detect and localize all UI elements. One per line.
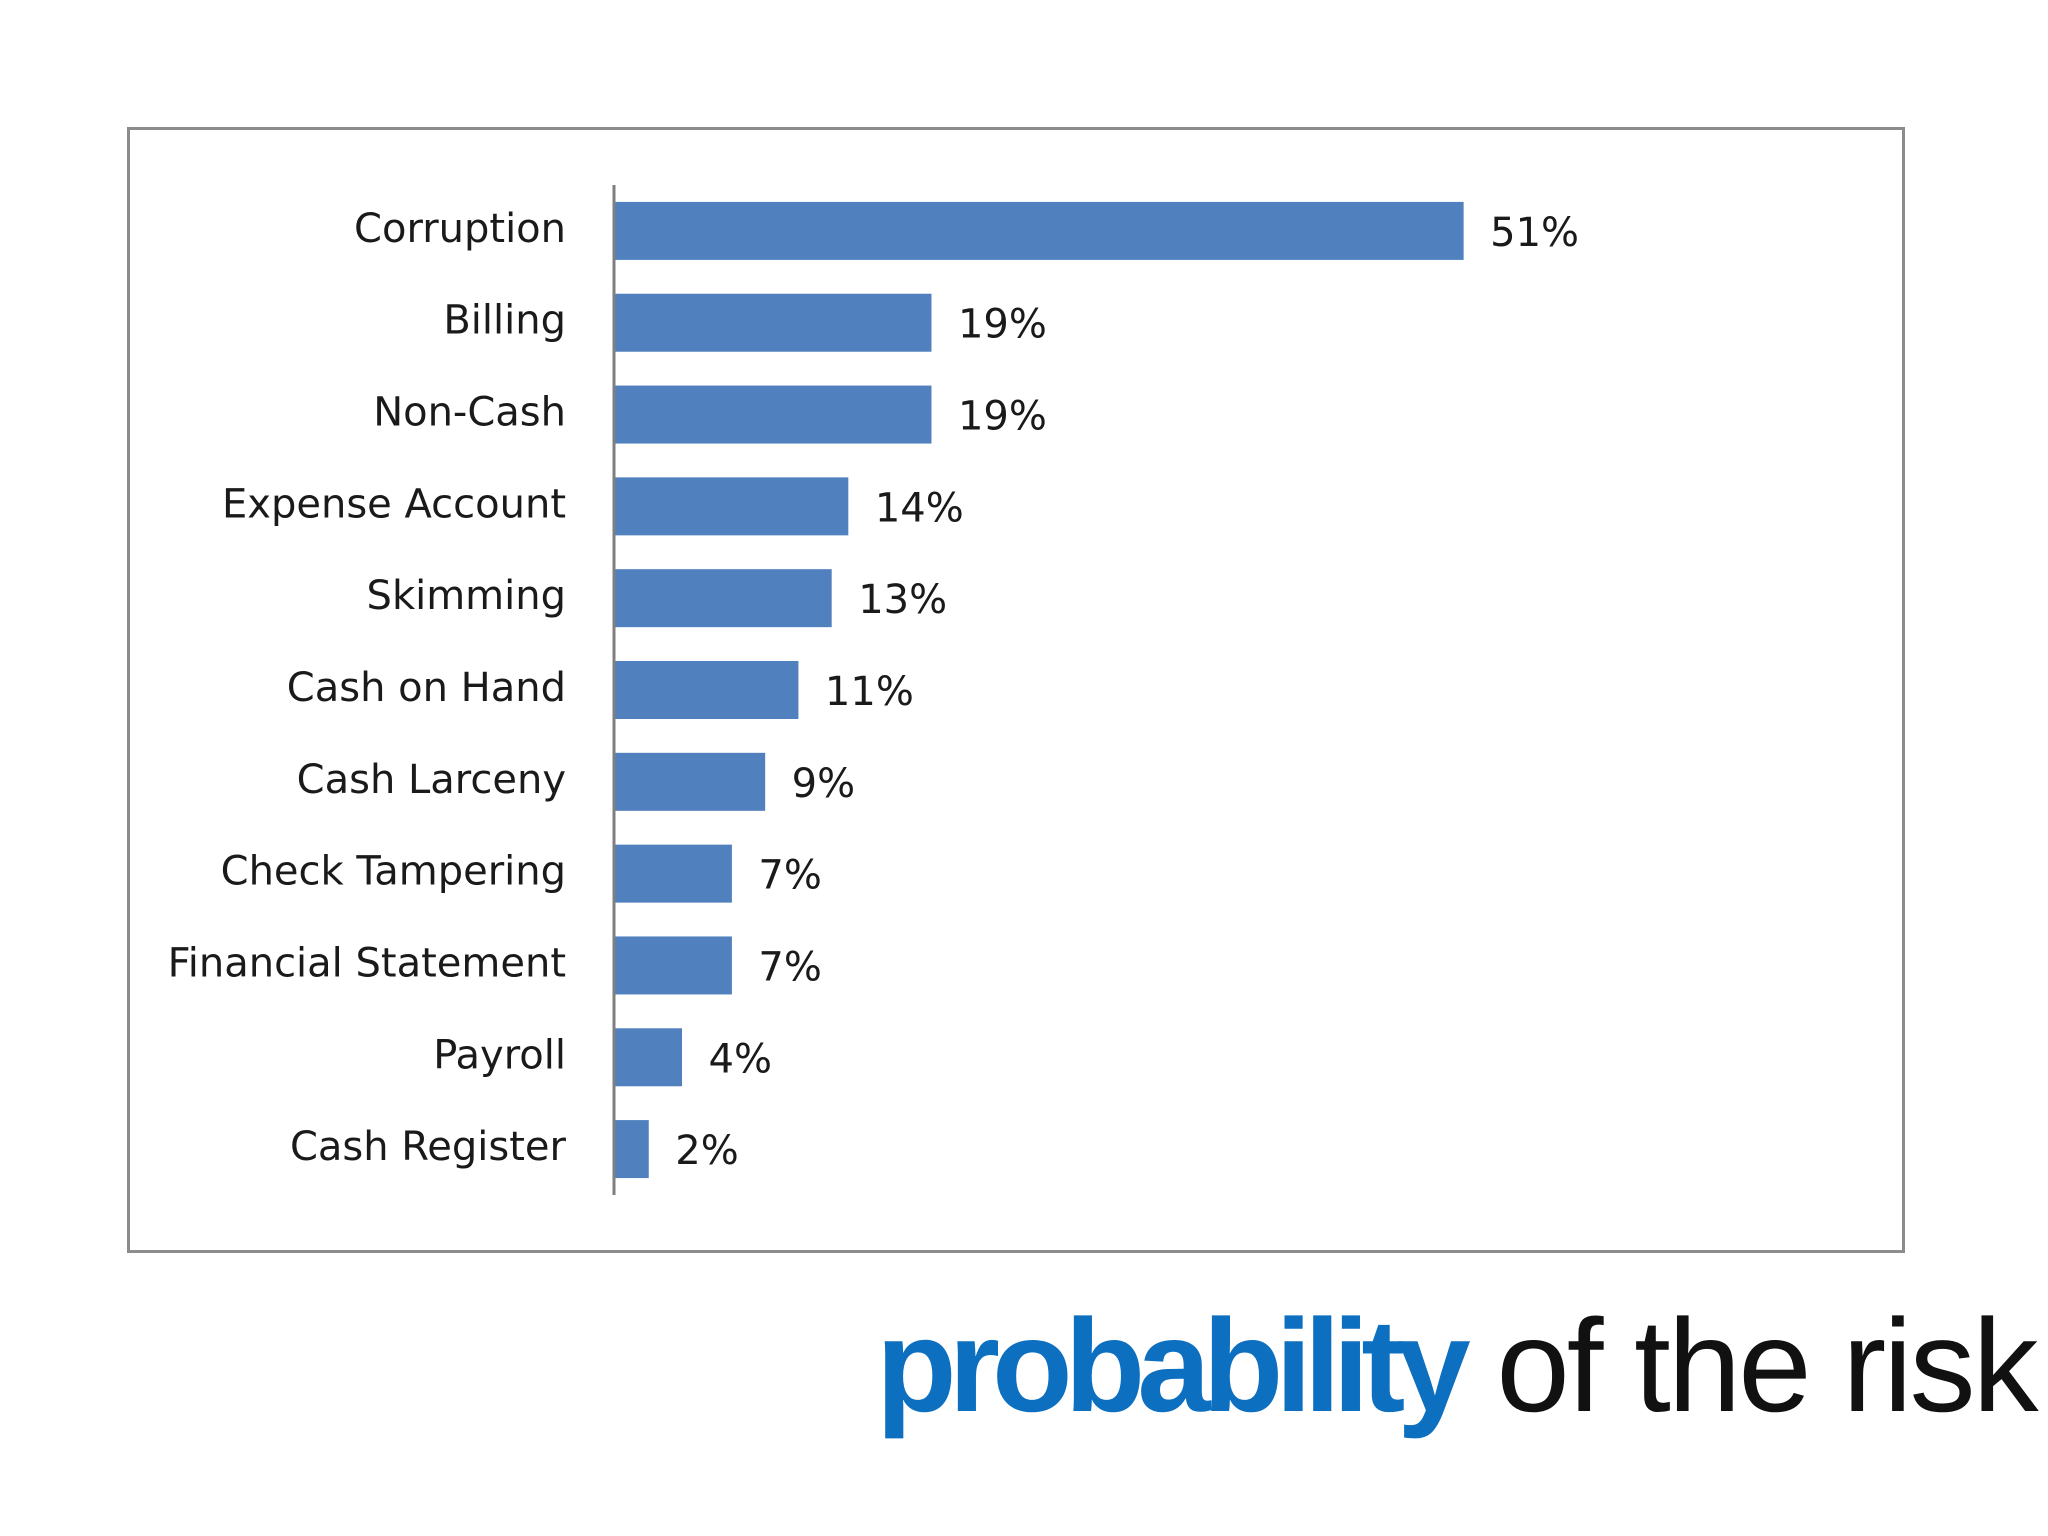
value-label-billing: 19% <box>958 302 1047 348</box>
value-label-cash-larceny: 9% <box>792 761 855 807</box>
bar-check-tampering <box>615 844 732 903</box>
bar-payroll <box>615 1028 683 1087</box>
category-label-corruption: Corruption <box>354 206 566 252</box>
value-label-check-tampering: 7% <box>758 853 821 899</box>
category-label-non-cash: Non-Cash <box>373 390 566 436</box>
value-label-skimming: 13% <box>858 577 947 623</box>
bar-billing <box>615 293 932 352</box>
heading-emphasis: probability <box>876 1292 1471 1439</box>
bar-cash-register <box>615 1120 649 1179</box>
category-label-cash-larceny: Cash Larceny <box>297 757 566 803</box>
chart-frame <box>127 127 1905 1253</box>
value-label-cash-on-hand: 11% <box>825 669 914 715</box>
category-label-payroll: Payroll <box>433 1032 566 1078</box>
bar-cash-larceny <box>615 752 766 811</box>
value-label-financial-statement: 7% <box>758 944 821 990</box>
category-label-expense-account: Expense Account <box>222 481 566 527</box>
category-label-cash-on-hand: Cash on Hand <box>287 665 566 711</box>
bar-skimming <box>615 569 832 628</box>
category-label-skimming: Skimming <box>367 573 566 619</box>
heading-rest: of the risk <box>1462 1292 2038 1439</box>
bar-expense-account <box>615 477 849 536</box>
bar-financial-statement <box>615 936 732 995</box>
bar-non-cash <box>615 385 932 444</box>
value-label-cash-register: 2% <box>675 1128 738 1174</box>
value-label-non-cash: 19% <box>958 394 1047 440</box>
value-label-payroll: 4% <box>709 1036 772 1082</box>
category-label-financial-statement: Financial Statement <box>168 940 566 986</box>
page-heading: probability of the risk <box>876 1300 2039 1432</box>
value-label-corruption: 51% <box>1490 210 1579 256</box>
category-label-cash-register: Cash Register <box>290 1124 567 1170</box>
value-label-expense-account: 14% <box>875 485 964 531</box>
category-label-billing: Billing <box>443 298 566 344</box>
category-label-check-tampering: Check Tampering <box>221 849 566 895</box>
bar-corruption <box>615 201 1464 260</box>
bar-cash-on-hand <box>615 661 799 719</box>
